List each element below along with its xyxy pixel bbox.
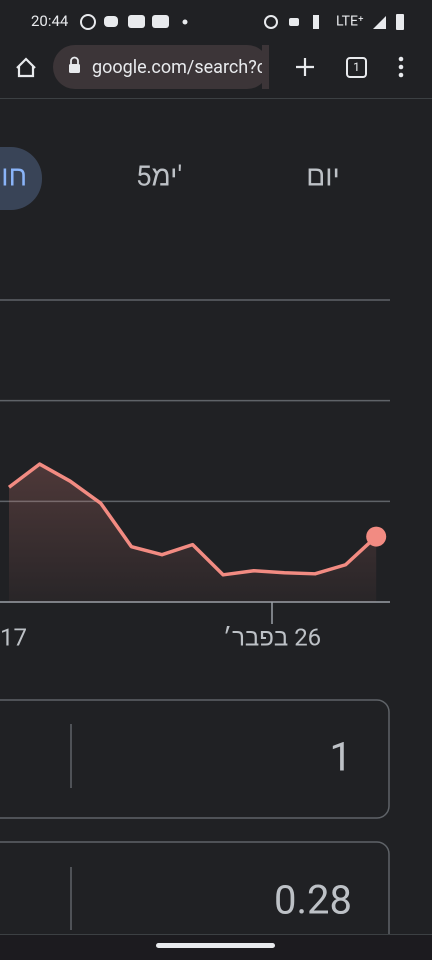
tab-count: 1 bbox=[353, 60, 360, 74]
status-bar bbox=[0, 0, 432, 44]
stat-value: 0.28 bbox=[274, 877, 352, 924]
menu-button[interactable] bbox=[398, 56, 404, 78]
stat-value: 1 bbox=[330, 734, 352, 781]
tab-switcher[interactable] bbox=[346, 57, 367, 78]
lock-shackle bbox=[70, 56, 79, 64]
url-bar[interactable] bbox=[53, 45, 269, 89]
area bbox=[9, 464, 377, 602]
range-tab-selected[interactable] bbox=[0, 147, 42, 210]
notification-icons bbox=[80, 14, 404, 30]
range-tab[interactable]: 5ימ' bbox=[136, 159, 183, 192]
x-tick-label: 26 בפבר׳ bbox=[223, 623, 321, 651]
x-tick-label: 17 bbox=[0, 623, 27, 651]
range-tab[interactable]: חו bbox=[1, 159, 27, 192]
end-point bbox=[366, 526, 387, 547]
stat-card bbox=[0, 841, 390, 960]
url-fade bbox=[262, 45, 269, 89]
network-label: LTE⁺ bbox=[336, 14, 364, 30]
home-button[interactable] bbox=[16, 57, 36, 78]
stat-card bbox=[0, 699, 390, 819]
clock: 20:44 bbox=[31, 12, 69, 30]
chart: 17 26 בפבר׳ bbox=[0, 299, 390, 651]
url-text: google.com/search?c bbox=[92, 57, 266, 78]
line bbox=[7, 462, 378, 577]
new-tab-button[interactable] bbox=[296, 58, 314, 76]
range-tab[interactable]: יום bbox=[306, 159, 340, 192]
home-handle[interactable] bbox=[156, 943, 275, 948]
lock-icon bbox=[69, 64, 80, 73]
